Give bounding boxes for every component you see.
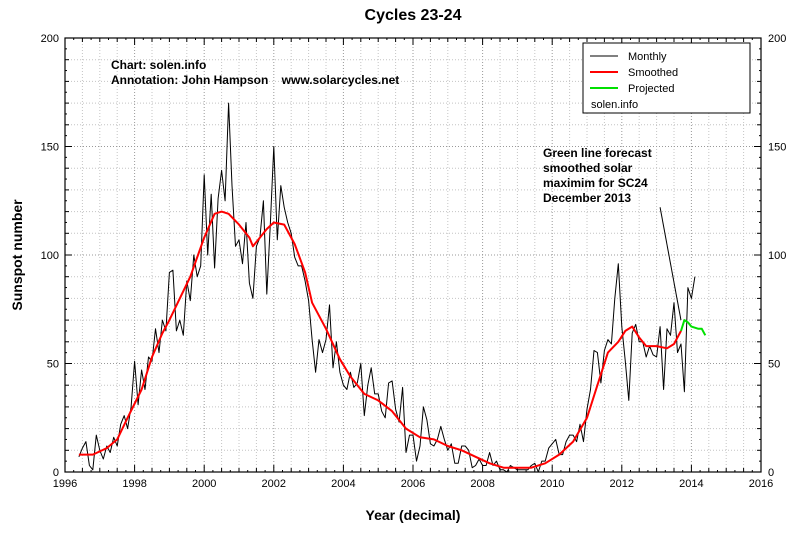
x-tick-label: 2008 — [470, 478, 494, 490]
x-tick-label: 2000 — [192, 478, 216, 490]
series-line-projected — [680, 319, 707, 336]
x-tick-label: 2006 — [401, 478, 425, 490]
series-line-monthly — [78, 102, 696, 473]
chart-title: Cycles 23-24 — [365, 7, 462, 24]
y-tick-label-right: 150 — [768, 142, 786, 154]
x-tick-label: 2004 — [331, 478, 355, 490]
x-tick-label: 2014 — [679, 478, 703, 490]
plot-frame — [64, 37, 762, 473]
y-tick-label-left: 200 — [41, 33, 59, 45]
y-tick-label-left: 0 — [53, 467, 59, 479]
y-tick-label-right: 200 — [768, 33, 786, 45]
annotation-line-1: Green line forecast — [543, 146, 652, 160]
legend-label-smoothed: Smoothed — [628, 67, 678, 79]
forecast-annotation: Green line forecast smoothed solar maxim… — [543, 146, 682, 321]
series-line-smoothed — [78, 210, 682, 469]
x-tick-label: 1998 — [122, 478, 146, 490]
y-tick-label-left: 50 — [47, 359, 59, 371]
legend: Monthly Smoothed Projected solen.info — [582, 42, 751, 114]
y-tick-label-right: 50 — [768, 359, 780, 371]
x-tick-label: 2002 — [262, 478, 286, 490]
annotation-credit: Annotation: John Hampson www.solarcycles… — [111, 73, 399, 87]
y-tick-label-left: 150 — [41, 142, 59, 154]
y-tick-label-right: 100 — [768, 250, 786, 262]
annotation-arrow — [659, 207, 682, 321]
legend-label-monthly: Monthly — [628, 51, 667, 63]
y-axis-label: Sunspot number — [9, 199, 25, 311]
y-tick-label-left: 100 — [41, 250, 59, 262]
axis-ticks: 1996 1998 2000 2002 2004 2006 2008 2010 2012 2014… — [41, 33, 787, 490]
x-tick-label: 2010 — [540, 478, 564, 490]
data-series — [78, 102, 707, 473]
annotation-line-3: maximim for SC24 — [543, 176, 648, 190]
legend-label-projected: Projected — [628, 83, 674, 95]
x-tick-label: 1996 — [53, 478, 77, 490]
annotation-line-2: smoothed solar — [543, 161, 633, 175]
x-axis-label: Year (decimal) — [366, 507, 461, 523]
legend-box — [582, 42, 751, 114]
chart-credit: Chart: solen.info — [111, 58, 206, 72]
y-tick-label-right: 0 — [768, 467, 774, 479]
x-tick-label: 2012 — [610, 478, 634, 490]
x-tick-label: 2016 — [749, 478, 773, 490]
annotation-line-4: December 2013 — [543, 191, 631, 205]
legend-source: solen.info — [591, 99, 638, 111]
